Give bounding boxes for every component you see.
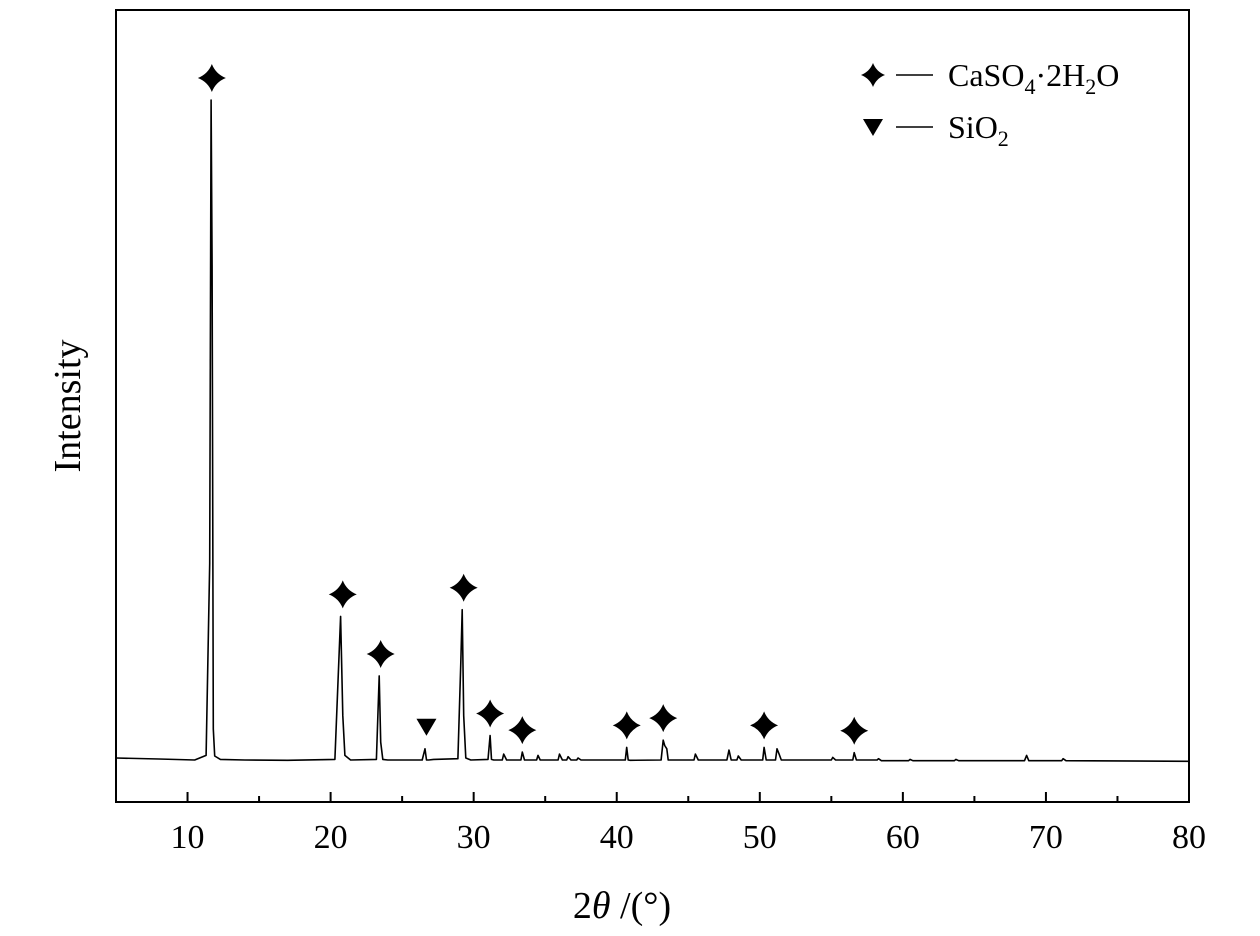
quartz-peak-marker (416, 718, 437, 736)
legend-subscript: 2 (998, 126, 1009, 151)
x-tick-label: 30 (457, 819, 491, 856)
legend-text-part: SiO (948, 109, 998, 145)
x-axis-label-part: θ (592, 885, 611, 927)
legend-label-gypsum: CaSO4·2H2O (948, 57, 1119, 99)
x-tick-label: 20 (314, 819, 348, 856)
legend-subscript: 2 (1085, 74, 1096, 99)
gypsum-peak-marker (750, 711, 779, 740)
gypsum-peak-marker (197, 64, 226, 92)
gypsum-peak-marker (476, 699, 505, 728)
legend-label-quartz: SiO2 (948, 109, 1009, 151)
gypsum-peak-marker (366, 639, 395, 668)
y-axis-label: Intensity (47, 340, 89, 473)
x-tick-label: 60 (886, 819, 920, 856)
series-layer (115, 99, 1190, 763)
legend-text-part: CaSO (948, 57, 1024, 93)
x-tick-label: 40 (600, 819, 634, 856)
legend-gypsum-marker (861, 63, 885, 87)
legend-subscript: 4 (1024, 74, 1035, 99)
x-tick-label: 10 (171, 819, 205, 856)
x-axis-label: 2θ /(°) (573, 885, 671, 927)
gypsum-peak-marker (328, 580, 357, 609)
x-axis-label-part: 2 (573, 885, 592, 927)
peak-markers (197, 64, 869, 745)
xrd-pattern-line (115, 99, 1190, 763)
x-tick-label: 50 (743, 819, 777, 856)
legend-text-part: O (1096, 57, 1119, 93)
x-tick-label: 80 (1172, 819, 1206, 856)
gypsum-peak-marker (449, 573, 478, 602)
gypsum-peak-marker (508, 716, 537, 745)
x-axis-ticks: 10 20 30 40 50 60 70 80 (171, 792, 1206, 856)
legend-quartz-marker (863, 119, 883, 136)
x-tick-label: 70 (1029, 819, 1063, 856)
gypsum-peak-marker (649, 704, 678, 733)
x-axis-label-part: /(°) (611, 885, 672, 927)
gypsum-peak-marker (840, 716, 869, 745)
gypsum-peak-marker (612, 711, 641, 740)
legend-text-part: ·2H (1035, 57, 1085, 93)
plot-frame (115, 9, 1190, 803)
